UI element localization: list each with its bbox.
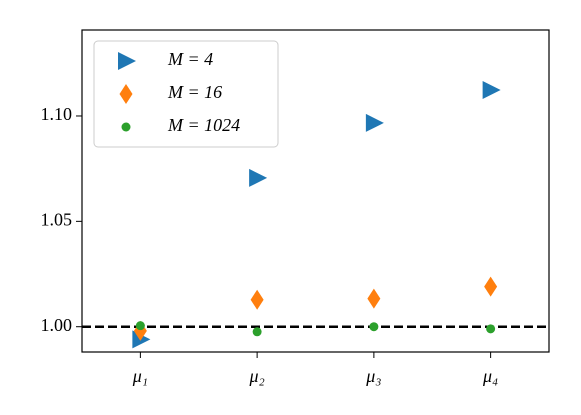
marker <box>135 321 145 331</box>
legend-label: M = 4 <box>167 49 213 69</box>
x-tick-label: μ₄ <box>482 366 498 386</box>
x-tick-label: μ₁ <box>132 366 148 386</box>
marker <box>250 289 264 310</box>
x-tick-label: μ₂ <box>248 366 264 386</box>
marker <box>118 52 136 70</box>
legend-label: M = 16 <box>167 82 222 102</box>
y-tick-label: 1.05 <box>41 209 73 229</box>
marker <box>484 276 498 297</box>
y-tick-label: 1.00 <box>41 315 73 335</box>
marker <box>119 84 133 104</box>
marker <box>365 113 384 132</box>
marker <box>482 81 501 100</box>
marker <box>367 288 381 309</box>
legend-box <box>93 40 279 148</box>
y-tick-label: 1.10 <box>41 104 73 124</box>
marker <box>121 122 131 132</box>
marker <box>249 168 268 187</box>
marker <box>252 327 262 337</box>
plot-frame <box>81 29 550 353</box>
marker <box>486 324 496 334</box>
legend-label: M = 1024 <box>167 115 240 135</box>
marker <box>369 322 379 332</box>
x-tick-label: μ₃ <box>365 366 381 386</box>
